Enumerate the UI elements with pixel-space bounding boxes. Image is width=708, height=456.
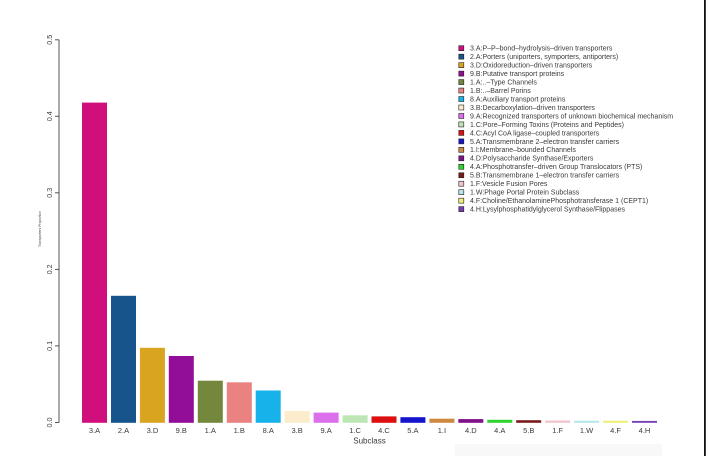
svg-text:8.A: 8.A bbox=[263, 426, 274, 435]
svg-text:5.A: 5.A bbox=[407, 426, 418, 435]
svg-text:3.B:Decarboxylation–driven tra: 3.B:Decarboxylation–driven transporters bbox=[470, 105, 595, 112]
svg-text:4.H: 4.H bbox=[639, 426, 651, 435]
svg-text:9.A: 9.A bbox=[320, 426, 331, 435]
svg-text:0.3: 0.3 bbox=[45, 188, 54, 198]
svg-text:3.D:Oxidoreduction–driven tran: 3.D:Oxidoreduction–driven transporters bbox=[470, 63, 593, 70]
svg-text:0.1: 0.1 bbox=[45, 341, 54, 351]
svg-text:1.B: 1.B bbox=[234, 426, 245, 435]
svg-text:5.B:Transmembrane 1–electron t: 5.B:Transmembrane 1–electron transfer ca… bbox=[470, 173, 620, 180]
svg-text:0.0: 0.0 bbox=[45, 418, 54, 428]
svg-text:1.I:Membrane–bounded Channels: 1.I:Membrane–bounded Channels bbox=[470, 147, 576, 154]
svg-text:3.D: 3.D bbox=[147, 426, 159, 435]
svg-text:3.A:P–P–bond–hydrolysis–driven: 3.A:P–P–bond–hydrolysis–driven transport… bbox=[470, 46, 613, 53]
svg-text:1.C:Pore–Forming Toxins (Prote: 1.C:Pore–Forming Toxins (Proteins and Pe… bbox=[470, 122, 624, 129]
svg-text:0.4: 0.4 bbox=[45, 111, 54, 121]
svg-text:1.A:..–Type Channels: 1.A:..–Type Channels bbox=[470, 79, 537, 86]
svg-text:2.A:Porters (uniporters, sympo: 2.A:Porters (uniporters, symporters, ant… bbox=[470, 54, 618, 61]
svg-text:1.B:..–Barrel Porins: 1.B:..–Barrel Porins bbox=[470, 88, 531, 95]
svg-text:4.C:Acyl CoA ligase–coupled tr: 4.C:Acyl CoA ligase–coupled transporters bbox=[470, 130, 600, 137]
svg-text:1.I: 1.I bbox=[438, 426, 446, 435]
svg-text:5.A:Transmembrane 2–electron t: 5.A:Transmembrane 2–electron transfer ca… bbox=[470, 139, 620, 146]
svg-text:1.A: 1.A bbox=[205, 426, 216, 435]
svg-text:4.C: 4.C bbox=[378, 426, 390, 435]
svg-text:0.5: 0.5 bbox=[45, 35, 54, 45]
svg-text:9.B:Putative transport protein: 9.B:Putative transport proteins bbox=[470, 71, 565, 78]
svg-text:4.D:Polysaccharide Synthase/Ex: 4.D:Polysaccharide Synthase/Exporters bbox=[470, 156, 594, 163]
svg-text:1.F:Vesicle Fusion Pores: 1.F:Vesicle Fusion Pores bbox=[470, 181, 548, 188]
svg-text:4.A:Phosphotransfer–driven Gro: 4.A:Phosphotransfer–driven Group Translo… bbox=[470, 164, 642, 171]
svg-text:4.D: 4.D bbox=[465, 426, 477, 435]
svg-text:Subclass: Subclass bbox=[353, 436, 385, 445]
svg-text:4.F: 4.F bbox=[610, 426, 621, 435]
svg-text:4.F:Choline/EthanolaminePhosph: 4.F:Choline/EthanolaminePhosphotransfera… bbox=[470, 198, 648, 205]
svg-text:9.B: 9.B bbox=[176, 426, 187, 435]
svg-text:1.W:Phage Portal Protein Subcl: 1.W:Phage Portal Protein Subclass bbox=[470, 190, 580, 197]
svg-text:8.A:Auxiliary transport protei: 8.A:Auxiliary transport proteins bbox=[470, 96, 566, 103]
svg-text:9.A:Recognized transporters of: 9.A:Recognized transporters of unknown b… bbox=[470, 113, 673, 120]
svg-text:1.W: 1.W bbox=[580, 426, 594, 435]
svg-text:4.H:Lysylphosphatidylglycerol: 4.H:Lysylphosphatidylglycerol Synthase/F… bbox=[470, 207, 625, 214]
svg-text:1.C: 1.C bbox=[349, 426, 361, 435]
svg-text:0.2: 0.2 bbox=[45, 264, 54, 274]
svg-text:3.A: 3.A bbox=[89, 426, 100, 435]
svg-text:3.B: 3.B bbox=[291, 426, 302, 435]
svg-text:5.B: 5.B bbox=[523, 426, 534, 435]
svg-text:2.A: 2.A bbox=[118, 426, 129, 435]
svg-text:1.F: 1.F bbox=[552, 426, 563, 435]
svg-text:4.A: 4.A bbox=[494, 426, 505, 435]
svg-text:Transporters Proportion: Transporters Proportion bbox=[38, 211, 42, 247]
